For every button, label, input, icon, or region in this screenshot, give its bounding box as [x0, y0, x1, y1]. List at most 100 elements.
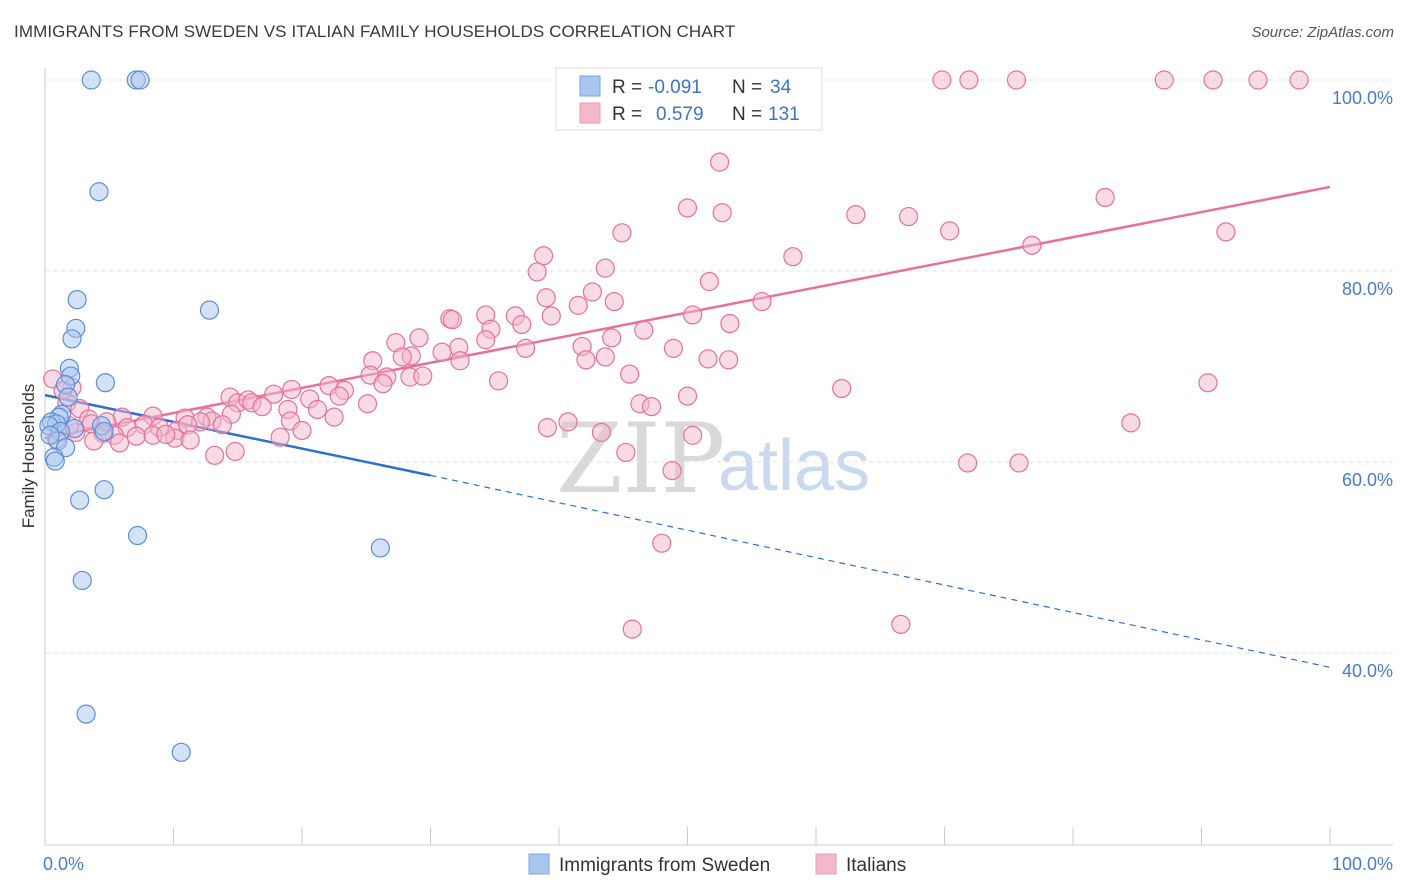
y-tick-label-40: 40.0% — [1342, 661, 1393, 681]
italians-point — [1095, 187, 1115, 208]
italians-point — [595, 258, 615, 278]
legend-swatch-italians — [579, 102, 601, 124]
sweden-point — [76, 704, 96, 724]
italians-point — [442, 310, 462, 330]
italians-point — [329, 386, 349, 406]
legend-n-label-sweden: N = — [732, 77, 762, 98]
italians-point — [898, 206, 919, 227]
y-tick-labels: 40.0% 60.0% 80.0% 100.0% — [1332, 88, 1393, 681]
italians-point — [373, 374, 393, 394]
sweden-point — [40, 425, 60, 445]
bottom-legend-swatch-sweden — [528, 853, 550, 875]
italians-point — [1154, 70, 1174, 90]
italians-point — [891, 614, 911, 634]
italians-point — [270, 427, 290, 447]
italians-point — [205, 445, 225, 465]
italians-point — [720, 313, 740, 334]
chart-title: IMMIGRANTS FROM SWEDEN VS ITALIAN FAMILY… — [14, 22, 736, 41]
y-axis-title: Family Households — [19, 384, 38, 529]
italians-point — [719, 350, 739, 370]
y-tick-label-100: 100.0% — [1332, 88, 1393, 108]
italians-point — [292, 420, 312, 441]
stats-legend: R = -0.091 N = 34 R = 0.579 N = 131 — [555, 67, 823, 131]
y-tick-label-80: 80.0% — [1342, 279, 1393, 299]
italians-point — [634, 320, 654, 340]
sweden-point — [127, 525, 148, 546]
sweden-point — [70, 490, 90, 510]
legend-r-value-sweden: -0.091 — [648, 77, 702, 98]
legend-r-value-italians: 0.579 — [656, 104, 704, 125]
italians-point — [783, 247, 803, 267]
italians-point — [1198, 373, 1218, 393]
italians-point — [582, 282, 603, 302]
legend-r-label-italians: R = — [612, 104, 642, 125]
sweden-point — [45, 451, 65, 471]
italians-point — [512, 314, 532, 335]
italians-point — [413, 366, 433, 386]
italians-point — [959, 70, 979, 90]
bottom-legend-label-italians: Italians — [846, 855, 906, 876]
italians-point — [432, 342, 452, 362]
italians-point — [225, 441, 245, 462]
watermark-zip: ZIP — [556, 403, 725, 515]
italians-point — [846, 205, 866, 225]
trend-line-sweden — [44, 393, 431, 477]
italians-point — [1203, 70, 1223, 90]
italians-point — [156, 424, 176, 444]
italians-point — [450, 351, 470, 371]
y-tick-label-60: 60.0% — [1342, 470, 1393, 490]
sweden-point — [62, 329, 82, 349]
italians-point — [489, 371, 509, 391]
italians-point — [264, 384, 284, 404]
sweden-point — [89, 182, 109, 202]
italians-point — [652, 533, 672, 553]
italians-point — [595, 347, 615, 367]
bottom-legend-swatch-italians — [815, 853, 837, 875]
italians-point — [126, 426, 146, 446]
sweden-point — [370, 538, 390, 558]
sweden-point — [130, 70, 150, 90]
italians-point — [476, 330, 496, 350]
italians-point — [940, 221, 960, 241]
italians-point — [324, 407, 344, 427]
italians-point — [1022, 235, 1042, 255]
sweden-point — [95, 373, 115, 393]
italians-point — [515, 338, 536, 358]
italians-point — [616, 442, 636, 463]
italians-point — [1216, 222, 1236, 242]
italians-point — [699, 271, 719, 292]
sweden-point — [94, 421, 114, 442]
italians-point — [663, 338, 683, 358]
italians-point — [712, 203, 732, 223]
italians-point — [932, 70, 952, 90]
trend-line-sweden-extrapolated — [430, 474, 1331, 668]
italians-point — [683, 425, 703, 445]
x-tick-label-max: 100.0% — [1332, 854, 1393, 874]
bottom-legend-label-sweden: Immigrants from Sweden — [559, 855, 770, 876]
sweden-point — [72, 570, 92, 591]
italians-point — [752, 291, 772, 312]
legend-n-label-italians: N = — [732, 104, 762, 125]
sweden-point — [171, 742, 191, 762]
legend-r-label-sweden: R = — [612, 77, 642, 98]
italians-point — [591, 422, 612, 442]
italians-point — [662, 460, 682, 481]
italians-point — [1006, 70, 1027, 90]
sweden-point — [67, 290, 87, 310]
italians-point — [683, 305, 703, 325]
italians-point — [604, 291, 624, 312]
italians-point — [536, 288, 556, 308]
italians-point — [533, 246, 554, 266]
italians-point — [698, 349, 718, 369]
italians-point — [620, 364, 640, 384]
italians-point — [832, 378, 852, 399]
italians-point — [677, 386, 698, 406]
italians-point — [1121, 413, 1141, 433]
italians-point — [357, 394, 378, 414]
italians-point — [602, 328, 622, 348]
italians-point — [409, 328, 429, 348]
italians-point — [677, 198, 698, 218]
italians-point — [180, 430, 200, 450]
italians-point — [1009, 453, 1029, 473]
